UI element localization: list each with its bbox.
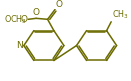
Text: $\mathregular{OCH_3}$: $\mathregular{OCH_3}$ [4,13,27,26]
Text: O: O [21,15,28,24]
Text: $\mathregular{CH_3}$: $\mathregular{CH_3}$ [112,9,129,21]
Text: N: N [16,41,23,50]
Text: O: O [33,8,40,17]
Text: O: O [56,0,63,9]
